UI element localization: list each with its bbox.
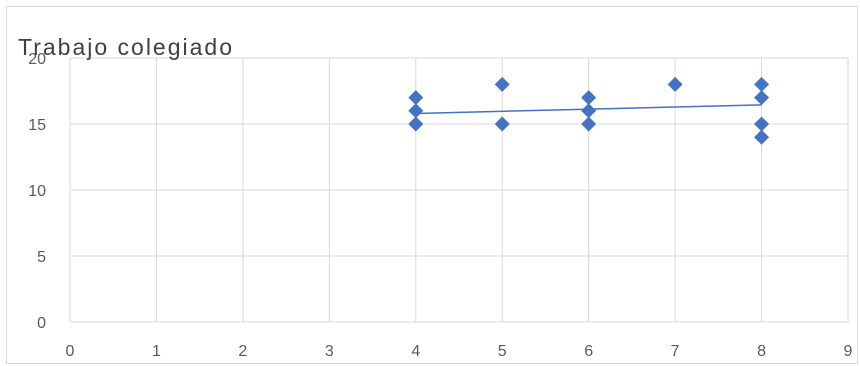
data-point [667,76,683,92]
data-point [754,90,770,106]
data-point [754,116,770,132]
x-tick-label: 5 [498,343,507,360]
data-point [408,90,424,106]
y-tick-label: 0 [37,315,46,332]
chart-frame [6,6,858,364]
data-point [408,116,424,132]
y-tick-label: 10 [28,183,46,200]
chart-title: Trabajo colegiado [18,34,234,60]
y-tick-label: 15 [28,117,46,134]
x-tick-label: 2 [238,343,247,360]
y-tick-label: 5 [37,249,46,266]
data-point [754,76,770,92]
x-tick-label: 7 [671,343,680,360]
x-tick-label: 8 [757,343,766,360]
data-point [581,103,597,119]
data-point [494,76,510,92]
y-tick-label: 20 [28,51,46,68]
data-point [494,116,510,132]
x-tick-label: 6 [584,343,593,360]
data-point [581,90,597,106]
x-tick-label: 3 [325,343,334,360]
data-point [581,116,597,132]
data-point [754,129,770,145]
x-tick-label: 9 [844,343,853,360]
data-point [408,103,424,119]
x-tick-label: 4 [411,343,420,360]
x-tick-label: 0 [66,343,75,360]
x-tick-label: 1 [152,343,161,360]
